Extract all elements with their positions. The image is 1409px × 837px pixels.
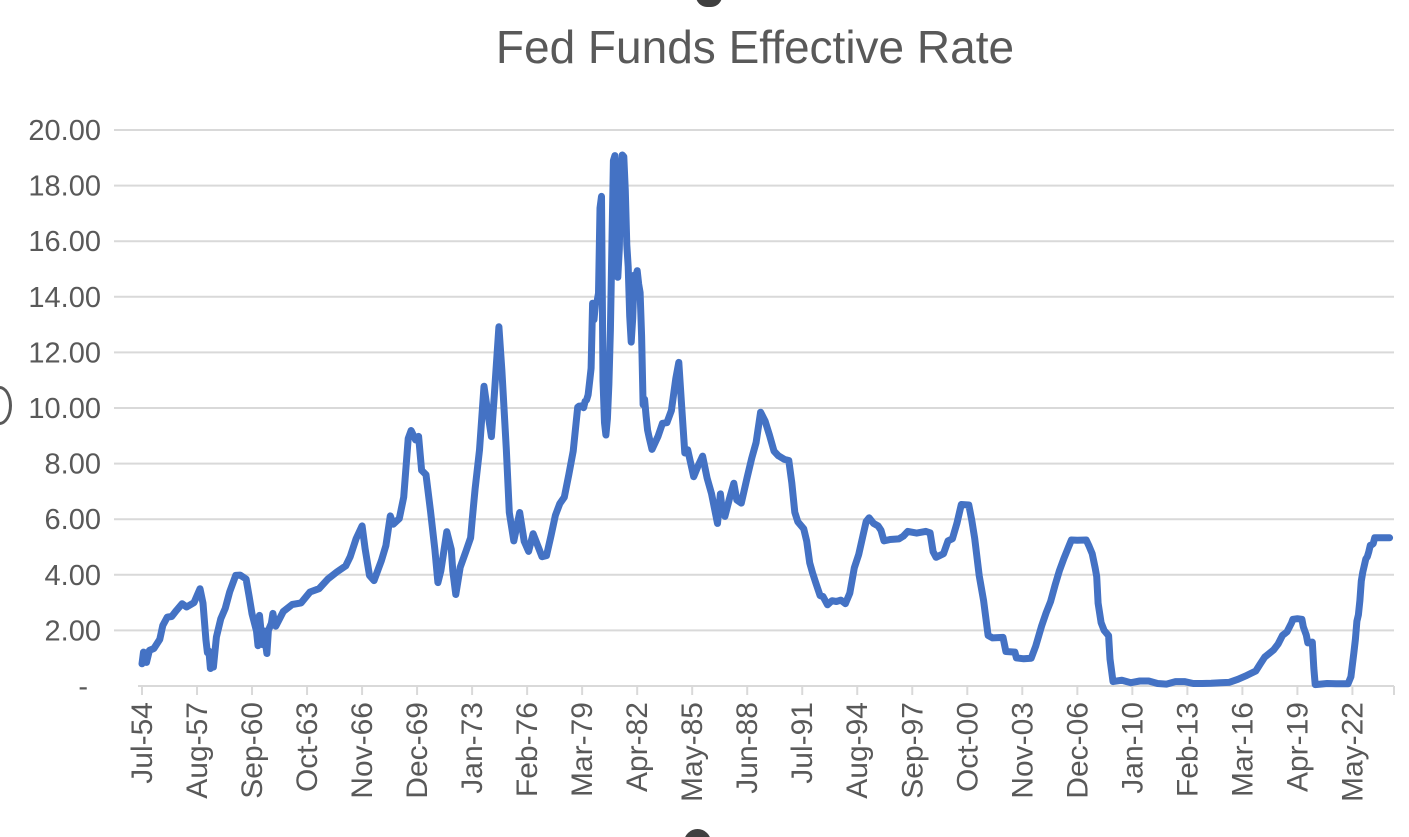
- x-tick-label: Mar-79: [566, 702, 599, 797]
- x-tick-label: Aug-94: [841, 702, 874, 799]
- y-tick-label: 12.00: [28, 337, 101, 369]
- x-tick-label: Sep-97: [896, 702, 929, 799]
- x-tick-label: May-22: [1336, 702, 1369, 802]
- y-tick-label: 14.00: [28, 282, 101, 314]
- x-tick-label: Nov-03: [1006, 702, 1039, 799]
- x-tick-label: Jul-91: [786, 702, 819, 784]
- y-tick-label: 2.00: [45, 615, 101, 647]
- x-tick-label: Jan-73: [456, 702, 489, 794]
- y-tick-label: -: [78, 671, 88, 703]
- y-tick-label: 16.00: [28, 226, 101, 258]
- x-tick-label: Apr-19: [1281, 702, 1314, 792]
- x-tick-label: Oct-63: [291, 702, 324, 792]
- x-tick-label: Oct-00: [951, 702, 984, 792]
- x-tick-label: Nov-66: [346, 702, 379, 799]
- y-tick-label: 10.00: [28, 393, 101, 425]
- x-tick-label: Dec-06: [1061, 702, 1094, 799]
- legend-bullet-partial: [684, 829, 711, 837]
- x-tick-label: Aug-57: [181, 702, 214, 799]
- chart-title: Fed Funds Effective Rate: [495, 21, 1015, 73]
- y-tick-label: 20.00: [28, 115, 101, 147]
- y-tick-label: 4.00: [45, 560, 101, 592]
- x-tick-label: Jun-88: [731, 702, 764, 794]
- x-tick-label: Jan-10: [1116, 702, 1149, 794]
- fed-funds-rate-line: [138, 151, 1394, 689]
- x-tick-label: Mar-16: [1226, 702, 1259, 797]
- y-tick-label: 6.00: [45, 504, 101, 536]
- x-tick-label: Apr-82: [621, 702, 654, 792]
- x-tick-label: Jul-54: [126, 702, 159, 784]
- x-tick-label: May-85: [676, 702, 709, 802]
- cropped-text-fragment-top: [696, 0, 722, 7]
- x-tick-label: Sep-60: [236, 702, 269, 799]
- x-tick-label: Feb-76: [511, 702, 544, 797]
- x-tick-label: Feb-13: [1171, 702, 1204, 797]
- y-tick-label: 8.00: [45, 449, 101, 481]
- y-tick-label: 18.00: [28, 171, 101, 203]
- x-tick-label: Dec-69: [401, 702, 434, 799]
